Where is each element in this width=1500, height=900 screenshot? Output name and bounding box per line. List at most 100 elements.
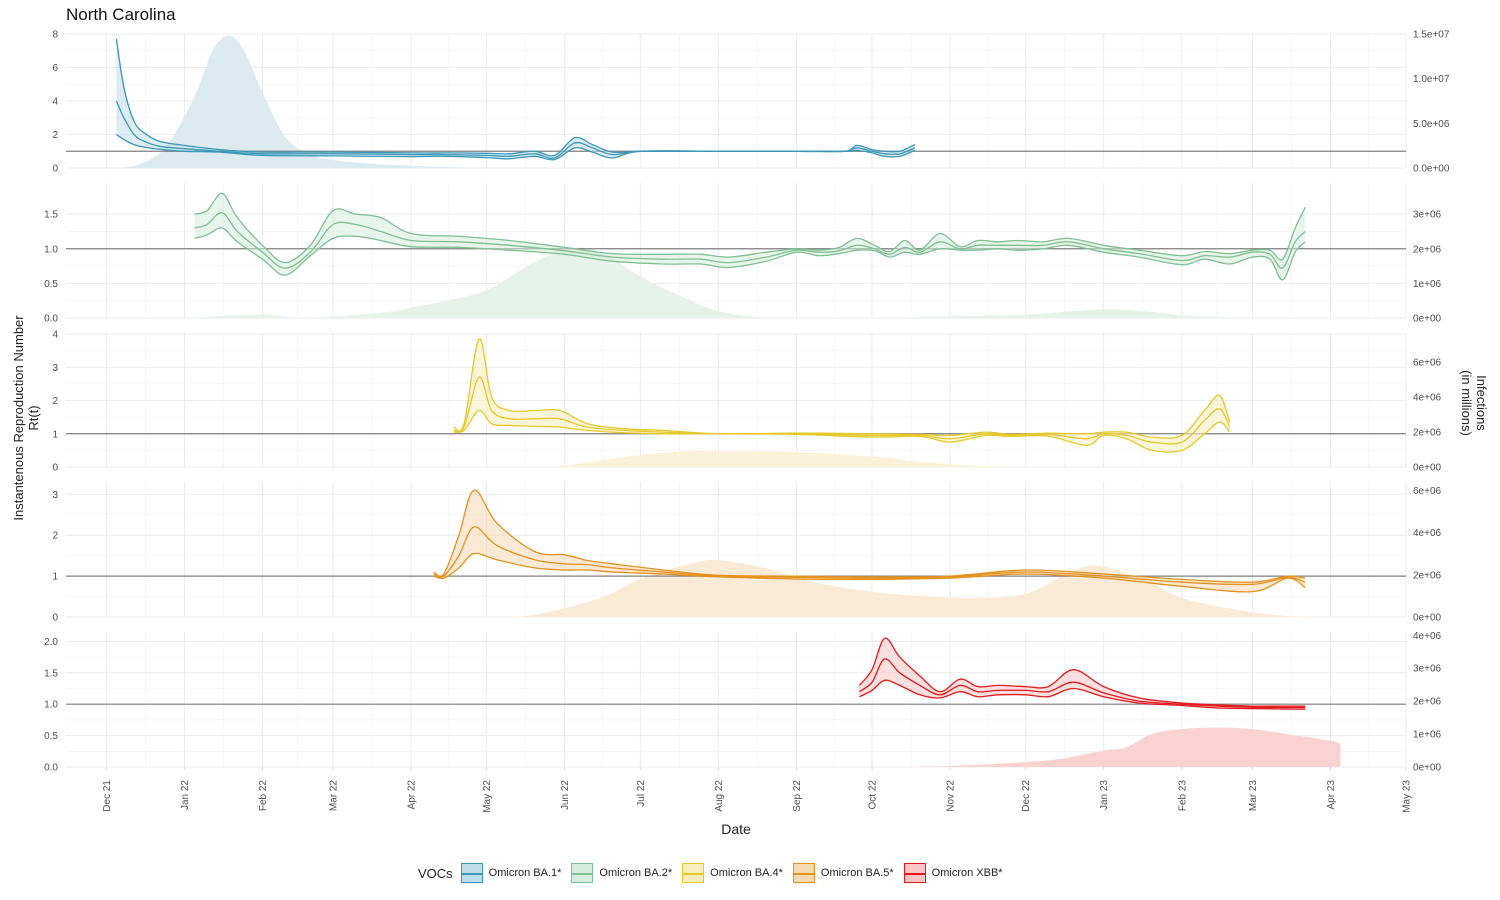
x-axis-tick-label: Feb 22 — [258, 780, 269, 812]
panel-2-rt-tick-label: 1.0 — [44, 244, 58, 255]
legend-label-ba1: Omicron BA.1* — [488, 867, 562, 879]
panel-3-rt-ribbon — [453, 338, 1230, 453]
panel-3-rt-tick-label: 0 — [52, 463, 58, 474]
legend-key-ba1 — [460, 863, 483, 883]
panel-4-rt-line-mid — [433, 526, 1306, 586]
legend-label-ba2: Omicron BA.2* — [599, 867, 673, 879]
panel-4-rt-line-lower — [433, 552, 1306, 593]
panel-3-rt-line-lower — [453, 409, 1231, 453]
panel-3-infections-tick-label: 0e+00 — [1413, 463, 1442, 474]
panel-1-rt-line-upper — [115, 38, 916, 157]
panel-5-infections-tick-label: 3e+06 — [1413, 664, 1442, 675]
panel-1-rt-tick-label: 6 — [52, 63, 58, 74]
legend-label-ba5: Omicron BA.5* — [820, 867, 894, 879]
legend-item-ba5: Omicron BA.5* — [792, 863, 894, 883]
panel-5-rt-tick-label: 2.0 — [44, 637, 58, 648]
panel-4-rt-tick-label: 0 — [52, 613, 58, 624]
panel-5-infections-area — [907, 727, 1341, 767]
panel-2-rt-line-lower — [194, 227, 1306, 281]
panel-4-infections-tick-label: 6e+06 — [1413, 486, 1442, 497]
legend-item-ba4: Omicron BA.4* — [682, 863, 783, 883]
panel-4-infections-tick-label: 0e+00 — [1413, 613, 1442, 624]
panel-1-infections-area — [116, 35, 535, 169]
panel-2-rt-line-mid — [194, 212, 1306, 269]
panel-4-rt-tick-label: 2 — [52, 531, 58, 542]
panel-1-rt-line-lower — [116, 133, 916, 161]
panel-3-rt-tick-label: 2 — [52, 396, 58, 407]
panel-5-rt-tick-label: 0.5 — [44, 731, 58, 742]
panel-2-rt-line-upper — [194, 192, 1306, 264]
panel-3-rt-tick-label: 4 — [52, 330, 58, 341]
x-axis-tick-label: Nov 22 — [946, 780, 957, 812]
panel-2-infections-tick-label: 3e+06 — [1413, 210, 1442, 221]
panel-1-rt-tick-label: 2 — [52, 130, 58, 141]
legend-item-ba1: Omicron BA.1* — [460, 863, 562, 883]
panel-3-rt-tick-label: 1 — [52, 429, 58, 440]
x-axis-tick-label: May 23 — [1402, 780, 1413, 813]
x-axis-tick-label: Aug 22 — [714, 780, 725, 812]
x-axis-tick-label: Mar 22 — [328, 780, 339, 812]
legend-key-ba5 — [792, 863, 815, 883]
x-axis-tick-label: Jul 22 — [636, 780, 647, 807]
panel-5-infections-tick-label: 0e+00 — [1413, 763, 1442, 774]
panel-5-rt-tick-label: 0.0 — [44, 763, 58, 774]
panel-3-infections-tick-label: 4e+06 — [1413, 393, 1442, 404]
legend-key-ba4 — [682, 863, 705, 883]
x-axis-tick-label: Oct 22 — [868, 780, 879, 810]
panel-4-rt-tick-label: 3 — [52, 490, 58, 501]
panel-1-rt-line-mid — [115, 100, 916, 159]
x-axis-tick-label: Mar 23 — [1248, 780, 1259, 812]
panel-2-infections-tick-label: 0e+00 — [1413, 314, 1442, 325]
x-axis-tick-label: Jan 22 — [180, 780, 191, 810]
panel-3-infections-tick-label: 6e+06 — [1413, 358, 1442, 369]
panel-3-rt-line-upper — [453, 338, 1231, 439]
panel-1-rt-ribbon — [116, 39, 915, 160]
panel-1-infections-tick-label: 0.0e+00 — [1413, 164, 1450, 175]
panel-5-rt-ribbon — [859, 638, 1306, 710]
panel-1-rt-tick-label: 0 — [52, 164, 58, 175]
panel-4-rt-tick-label: 1 — [52, 572, 58, 583]
panel-2-rt-tick-label: 0.5 — [44, 279, 58, 290]
panel-3-rt-tick-label: 3 — [52, 363, 58, 374]
panel-2-rt-tick-label: 0.0 — [44, 314, 58, 325]
x-axis-tick-label: Apr 22 — [407, 780, 418, 810]
legend-key-ba2 — [571, 863, 594, 883]
x-axis-tick-label: Dec 22 — [1021, 780, 1032, 812]
x-axis-tick-label: Apr 23 — [1326, 780, 1337, 810]
legend-label-ba4: Omicron BA.4* — [710, 867, 783, 879]
panel-2-infections-tick-label: 1e+06 — [1413, 279, 1442, 290]
x-axis-tick-label: May 22 — [482, 780, 493, 813]
panel-1-infections-tick-label: 1.0e+07 — [1413, 74, 1450, 85]
panel-5-rt-line-upper — [858, 637, 1306, 707]
chart-canvas: 0 2 4 6 8 0.0e+00 5.0e+06 1.0e+07 1.5e+07 0.0 0.5 1… — [44, 30, 1450, 813]
panel-1-infections-tick-label: 1.5e+07 — [1413, 30, 1450, 41]
panel-5-rt-tick-label: 1.0 — [44, 700, 58, 711]
legend-title: VOCs — [418, 865, 453, 881]
panel-2-infections-tick-label: 2e+06 — [1413, 244, 1442, 255]
legend-label-xbb: Omicron XBB* — [931, 867, 1003, 879]
x-axis-tick-label: Jun 22 — [560, 780, 571, 810]
x-axis-tick-label: Feb 23 — [1177, 780, 1188, 812]
panel-1-rt-tick-label: 8 — [52, 30, 58, 41]
panel-3-infections-tick-label: 2e+06 — [1413, 428, 1442, 439]
legend-item-xbb: Omicron XBB* — [903, 863, 1003, 883]
panel-2-rt-tick-label: 1.5 — [44, 210, 58, 221]
panel-3-infections-area — [547, 450, 1026, 467]
x-axis-tick-label: Jan 23 — [1099, 780, 1110, 810]
panel-1-rt-tick-label: 4 — [52, 97, 58, 108]
panel-4-rt-line-upper — [433, 489, 1306, 583]
x-axis-tick-label: Sep 22 — [792, 780, 803, 812]
panel-5-infections-tick-label: 4e+06 — [1413, 631, 1442, 642]
panel-1-infections-tick-label: 5.0e+06 — [1413, 119, 1450, 130]
panel-4-infections-tick-label: 4e+06 — [1413, 528, 1442, 539]
legend: VOCs Omicron BA.1* Omicron BA.2* Omicron… — [418, 859, 1013, 887]
panel-3-rt-line-mid — [453, 376, 1231, 445]
x-axis-tick-label: Dec 21 — [102, 780, 113, 812]
legend-key-xbb — [903, 863, 926, 883]
panel-2-infections-area — [184, 247, 1308, 319]
panel-5-infections-tick-label: 2e+06 — [1413, 697, 1442, 708]
panel-5-rt-line-lower — [859, 679, 1306, 710]
x-axis-label: Date — [721, 821, 751, 837]
legend-item-ba2: Omicron BA.2* — [571, 863, 672, 883]
panel-4-infections-tick-label: 2e+06 — [1413, 570, 1442, 581]
